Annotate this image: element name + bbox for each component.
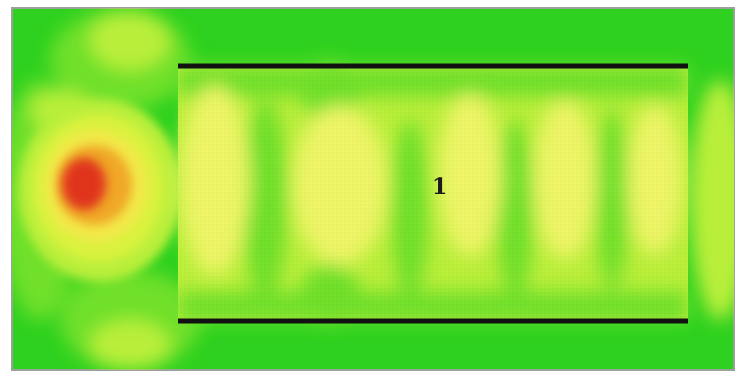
channel-region xyxy=(178,60,688,325)
region-label: 1 xyxy=(432,174,447,200)
hotspot-contours xyxy=(18,98,182,282)
hotspot-core xyxy=(62,158,106,210)
